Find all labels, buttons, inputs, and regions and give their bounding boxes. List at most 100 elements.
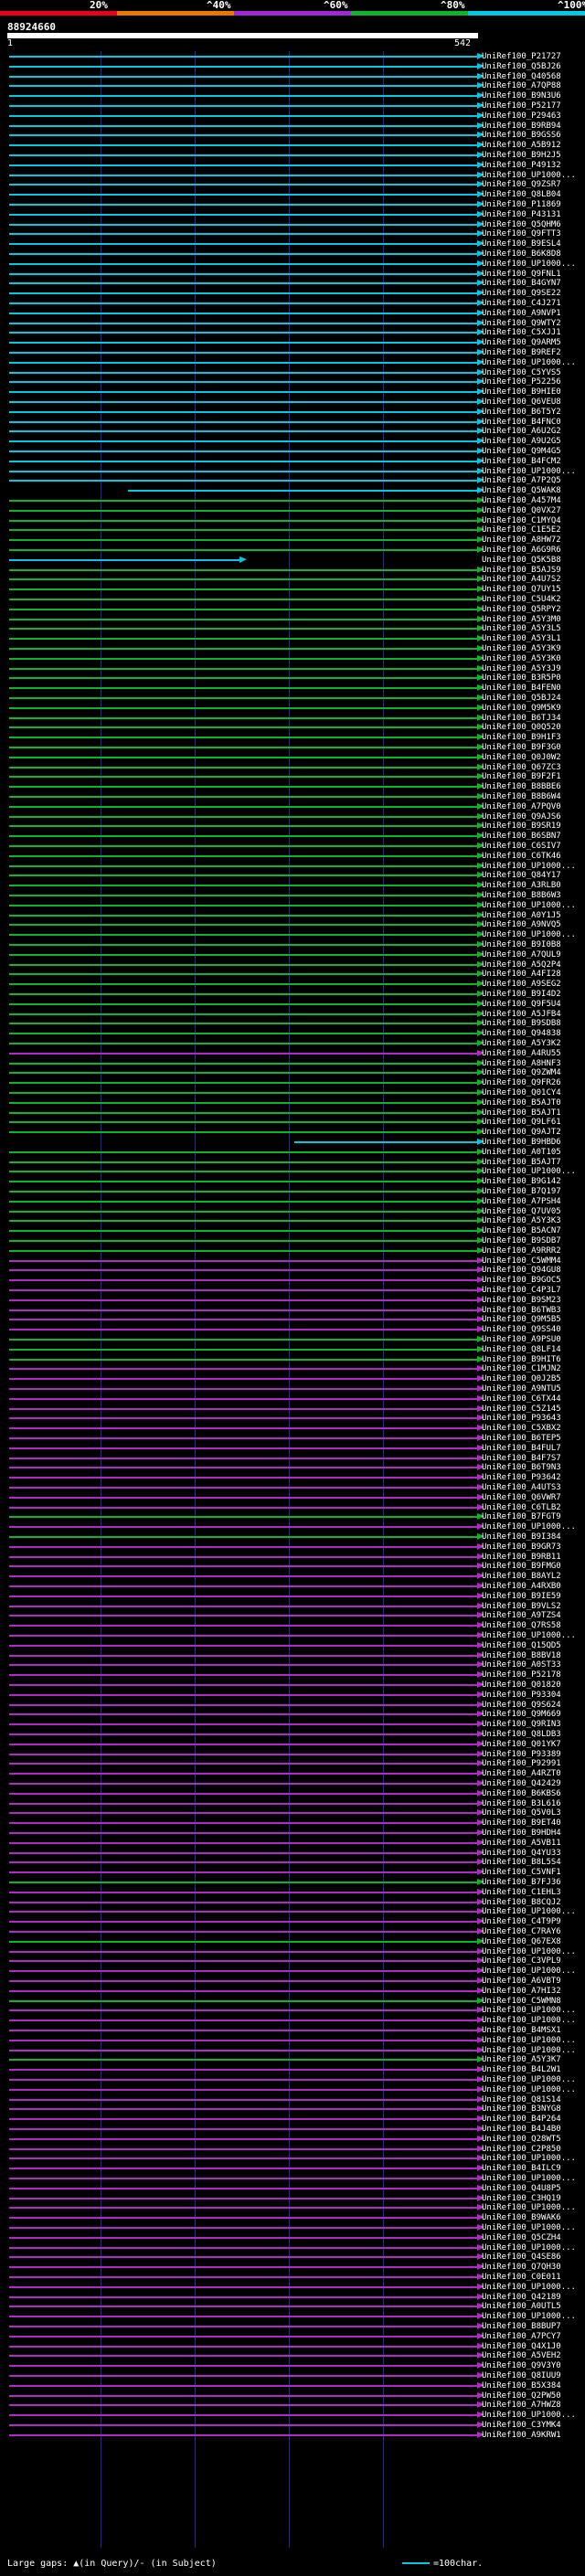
- hit-label-link[interactable]: UniRef100_Q9M5K9: [482, 703, 561, 713]
- hit-label-link[interactable]: UniRef100_A5Q2P4: [482, 959, 561, 970]
- hit-label-link[interactable]: UniRef100_B5AJT1: [482, 1108, 561, 1118]
- hit-label-link[interactable]: UniRef100_C5U4K2: [482, 595, 561, 604]
- hit-label-link[interactable]: UniRef100_B4P264: [482, 2115, 561, 2125]
- hit-label-link[interactable]: UniRef100_C6TLB2: [482, 1502, 561, 1512]
- hit-label-link[interactable]: UniRef100_UP1000...: [482, 2282, 576, 2292]
- hit-label-link[interactable]: UniRef100_A9NTU5: [482, 1384, 561, 1394]
- hit-label-link[interactable]: UniRef100_Q2PW50: [482, 2390, 561, 2401]
- hit-label-link[interactable]: UniRef100_P11869: [482, 200, 561, 209]
- hit-label-link[interactable]: UniRef100_UP1000...: [482, 2045, 576, 2055]
- hit-label-link[interactable]: UniRef100_A5Y3L5: [482, 624, 561, 634]
- hit-label-link[interactable]: UniRef100_B5X384: [482, 2380, 561, 2390]
- hit-label-link[interactable]: UniRef100_P52256: [482, 377, 561, 387]
- hit-label-link[interactable]: UniRef100_B8AYL2: [482, 1572, 561, 1582]
- hit-label-link[interactable]: UniRef100_UP1000...: [482, 1631, 576, 1640]
- hit-label-link[interactable]: UniRef100_B9HIT6: [482, 1354, 561, 1364]
- hit-label-link[interactable]: UniRef100_B9SDB7: [482, 1236, 561, 1246]
- hit-label-link[interactable]: UniRef100_B9F3G0: [482, 743, 561, 752]
- hit-label-link[interactable]: UniRef100_Q8LB04: [482, 190, 561, 200]
- hit-label-link[interactable]: UniRef100_Q67EX8: [482, 1936, 561, 1946]
- hit-label-link[interactable]: UniRef100_A4RU55: [482, 1048, 561, 1058]
- hit-label-link[interactable]: UniRef100_A0ST33: [482, 1660, 561, 1670]
- hit-label-link[interactable]: UniRef100_B3R5P0: [482, 673, 561, 684]
- hit-label-link[interactable]: UniRef100_P29463: [482, 111, 561, 121]
- hit-label-link[interactable]: UniRef100_C1EHL3: [482, 1887, 561, 1897]
- hit-label-link[interactable]: UniRef100_Q28WT5: [482, 2134, 561, 2144]
- hit-label-link[interactable]: UniRef100_Q7QH30: [482, 2263, 561, 2273]
- hit-label-link[interactable]: UniRef100_UP1000...: [482, 2075, 576, 2084]
- hit-label-link[interactable]: UniRef100_Q9FTT3: [482, 229, 561, 239]
- hit-label-link[interactable]: UniRef100_UP1000...: [482, 2242, 576, 2253]
- hit-label-link[interactable]: UniRef100_B9G142: [482, 1177, 561, 1187]
- hit-label-link[interactable]: UniRef100_A7PCY7: [482, 2331, 561, 2341]
- hit-label-link[interactable]: UniRef100_Q42429: [482, 1779, 561, 1788]
- hit-label-link[interactable]: UniRef100_B7Q197: [482, 1187, 561, 1196]
- hit-label-link[interactable]: UniRef100_Q9SE22: [482, 289, 561, 299]
- hit-label-link[interactable]: UniRef100_A4U7S2: [482, 575, 561, 585]
- hit-label-link[interactable]: UniRef100_A9KRW1: [482, 2430, 561, 2440]
- hit-label-link[interactable]: UniRef100_B9HDH4: [482, 1829, 561, 1838]
- hit-label-link[interactable]: UniRef100_Q9F5U4: [482, 999, 561, 1009]
- hit-label-link[interactable]: UniRef100_C6TX44: [482, 1394, 561, 1404]
- hit-label-link[interactable]: UniRef100_UP1000...: [482, 2312, 576, 2322]
- hit-label-link[interactable]: UniRef100_A9NVQ5: [482, 920, 561, 930]
- hit-label-link[interactable]: UniRef100_B9WAK6: [482, 2213, 561, 2223]
- hit-label-link[interactable]: UniRef100_P93304: [482, 1690, 561, 1700]
- hit-label-link[interactable]: UniRef100_C1MYQ4: [482, 515, 561, 525]
- hit-label-link[interactable]: UniRef100_A7QP88: [482, 81, 561, 91]
- hit-label-link[interactable]: UniRef100_B8L5S4: [482, 1858, 561, 1868]
- hit-label-link[interactable]: UniRef100_B6TEP5: [482, 1434, 561, 1443]
- hit-label-link[interactable]: UniRef100_C4P3L7: [482, 1286, 561, 1295]
- hit-label-link[interactable]: UniRef100_Q9M5B5: [482, 1315, 561, 1325]
- hit-label-link[interactable]: UniRef100_B5AJS9: [482, 565, 561, 575]
- hit-label-link[interactable]: UniRef100_C5WMM4: [482, 1256, 561, 1266]
- hit-label-link[interactable]: UniRef100_UP1000...: [482, 2411, 576, 2421]
- hit-label-link[interactable]: UniRef100_A5VEH2: [482, 2351, 561, 2361]
- hit-label-link[interactable]: UniRef100_Q42189: [482, 2292, 561, 2302]
- hit-label-link[interactable]: UniRef100_B9ET40: [482, 1818, 561, 1829]
- hit-label-link[interactable]: UniRef100_UP1000...: [482, 1522, 576, 1532]
- hit-label-link[interactable]: UniRef100_Q9LF61: [482, 1118, 561, 1128]
- hit-label-link[interactable]: UniRef100_B9RB94: [482, 121, 561, 131]
- hit-label-link[interactable]: UniRef100_Q9ARM5: [482, 338, 561, 348]
- hit-label-link[interactable]: UniRef100_Q84Y17: [482, 871, 561, 881]
- hit-label-link[interactable]: UniRef100_Q4YU33: [482, 1848, 561, 1858]
- hit-label-link[interactable]: UniRef100_C6TK46: [482, 851, 561, 861]
- hit-label-link[interactable]: UniRef100_B8B6W3: [482, 891, 561, 900]
- hit-label-link[interactable]: UniRef100_A5Y3L1: [482, 634, 561, 644]
- hit-label-link[interactable]: UniRef100_C5Z145: [482, 1404, 561, 1414]
- hit-label-link[interactable]: UniRef100_Q9ZWM4: [482, 1068, 561, 1078]
- hit-label-link[interactable]: UniRef100_B9GSS6: [482, 131, 561, 141]
- hit-label-link[interactable]: UniRef100_B8CQJ2: [482, 1897, 561, 1907]
- hit-label-link[interactable]: UniRef100_A5Y3K3: [482, 1216, 561, 1226]
- hit-label-link[interactable]: UniRef100_A9TZS4: [482, 1611, 561, 1621]
- hit-label-link[interactable]: UniRef100_A5Y3K2: [482, 1039, 561, 1048]
- hit-label-link[interactable]: UniRef100_UP1000...: [482, 259, 576, 269]
- hit-label-link[interactable]: UniRef100_C4J271: [482, 299, 561, 308]
- hit-label-link[interactable]: UniRef100_UP1000...: [482, 2203, 576, 2213]
- hit-label-link[interactable]: UniRef100_A5Y3K9: [482, 644, 561, 653]
- hit-label-link[interactable]: UniRef100_C3HQ19: [482, 2193, 561, 2203]
- hit-label-link[interactable]: UniRef100_Q8IUU9: [482, 2371, 561, 2380]
- hit-label-link[interactable]: UniRef100_B7FGT9: [482, 1512, 561, 1522]
- hit-label-link[interactable]: UniRef100_Q5WAK8: [482, 486, 561, 496]
- hit-label-link[interactable]: UniRef100_A7HWZ8: [482, 2401, 561, 2411]
- hit-label-link[interactable]: UniRef100_B4J4B0: [482, 2125, 561, 2134]
- hit-label-link[interactable]: UniRef100_C1MJN2: [482, 1364, 561, 1374]
- hit-label-link[interactable]: UniRef100_B9GOC5: [482, 1276, 561, 1286]
- hit-label-link[interactable]: UniRef100_B4FEN0: [482, 684, 561, 694]
- hit-label-link[interactable]: UniRef100_C5XBX2: [482, 1424, 561, 1434]
- hit-label-link[interactable]: UniRef100_A5B912: [482, 141, 561, 151]
- hit-label-link[interactable]: UniRef100_UP1000...: [482, 2174, 576, 2183]
- hit-label-link[interactable]: UniRef100_C4T9P9: [482, 1917, 561, 1927]
- hit-label-link[interactable]: UniRef100_C5VNF1: [482, 1868, 561, 1878]
- hit-label-link[interactable]: UniRef100_Q9ZSR7: [482, 180, 561, 190]
- hit-label-link[interactable]: UniRef100_A9SEG2: [482, 980, 561, 990]
- hit-label-link[interactable]: UniRef100_C3VPL9: [482, 1956, 561, 1966]
- hit-label-link[interactable]: UniRef100_B5ACN7: [482, 1226, 561, 1236]
- hit-label-link[interactable]: UniRef100_C2P850: [482, 2144, 561, 2154]
- hit-label-link[interactable]: UniRef100_Q0J2B5: [482, 1374, 561, 1384]
- hit-label-link[interactable]: UniRef100_Q01CY4: [482, 1088, 561, 1097]
- hit-label-link[interactable]: UniRef100_B4GYN7: [482, 279, 561, 289]
- hit-label-link[interactable]: UniRef100_Q01820: [482, 1680, 561, 1690]
